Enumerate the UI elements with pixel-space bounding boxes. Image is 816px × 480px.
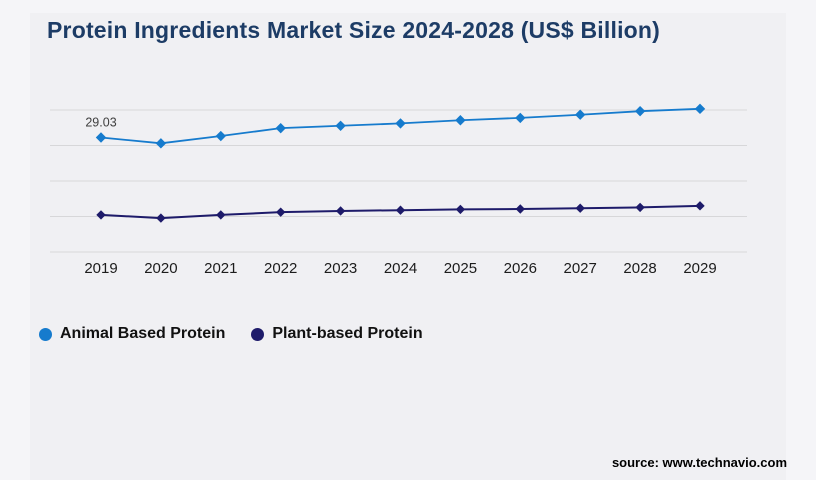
legend-item-animal-based-protein[interactable]: Animal Based Protein — [39, 325, 225, 343]
data-point-marker — [395, 205, 406, 215]
data-point-marker — [335, 120, 346, 131]
data-point-label: 29.03 — [85, 115, 116, 129]
x-axis-tick-label: 2019 — [84, 260, 117, 277]
x-axis-tick-label: 2021 — [204, 260, 237, 277]
data-point-marker — [515, 204, 525, 214]
data-point-marker — [156, 213, 166, 223]
data-point-marker — [515, 112, 526, 124]
data-point-marker — [96, 210, 106, 220]
legend-label-animal: Animal Based Protein — [60, 325, 226, 342]
data-point-marker — [455, 204, 466, 215]
data-point-marker — [335, 206, 346, 216]
legend: Animal Based Protein Plant-based Protein — [39, 325, 423, 343]
data-point-marker — [395, 118, 406, 129]
widget-background — [30, 13, 786, 480]
x-axis-tick-label: 2029 — [683, 260, 716, 277]
data-point-marker — [216, 210, 226, 220]
x-axis-tick-label: 2020 — [144, 260, 177, 277]
data-point-marker — [275, 122, 286, 134]
x-axis-tick-label: 2023 — [324, 260, 357, 277]
data-point-marker — [575, 203, 585, 213]
data-point-marker — [95, 132, 107, 143]
data-point-marker — [695, 201, 705, 211]
data-point-marker — [276, 207, 286, 217]
source-attribution: source: www.technavio.com — [611, 455, 787, 470]
x-axis-tick-label: 2026 — [504, 260, 537, 277]
legend-item-plant-based-protein[interactable]: Plant-based Protein — [251, 325, 423, 343]
data-point-marker — [215, 130, 226, 142]
data-point-marker — [634, 105, 646, 117]
legend-label-plant: Plant-based Protein — [272, 325, 423, 342]
data-point-marker — [155, 138, 167, 149]
data-point-marker — [455, 115, 466, 126]
data-point-marker — [575, 109, 586, 120]
data-point-marker — [635, 202, 645, 213]
x-axis-tick-label: 2024 — [384, 260, 417, 277]
x-axis-tick-label: 2025 — [444, 260, 477, 277]
chart-title: Protein Ingredients Market Size 2024-202… — [47, 17, 661, 43]
x-axis-tick-label: 2027 — [564, 260, 597, 277]
legend-marker-plant-icon — [251, 327, 265, 341]
x-axis-tick-label: 2022 — [264, 260, 297, 277]
data-point-marker — [694, 103, 706, 115]
x-axis-tick-label: 2028 — [623, 260, 656, 277]
legend-marker-animal-icon — [39, 327, 52, 341]
